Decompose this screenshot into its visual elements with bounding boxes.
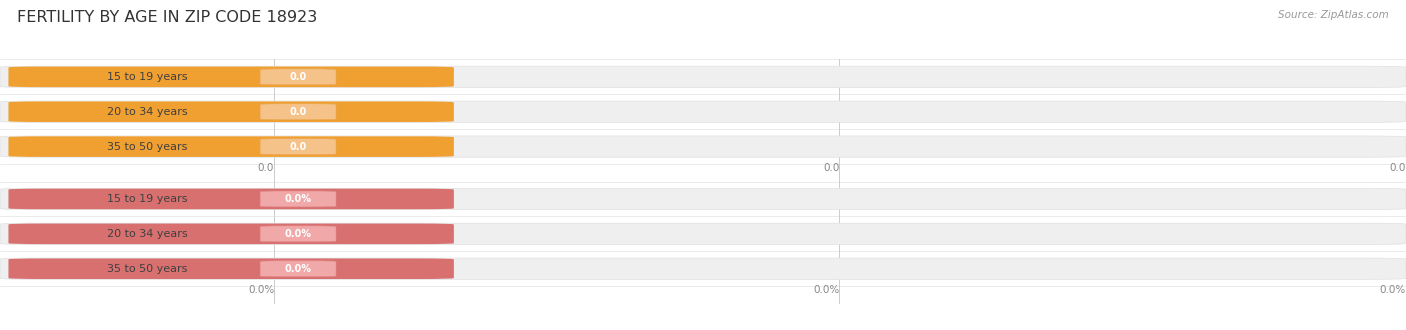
Text: 0.0: 0.0 bbox=[290, 72, 307, 82]
FancyBboxPatch shape bbox=[260, 139, 336, 154]
FancyBboxPatch shape bbox=[0, 66, 1406, 87]
Text: 0.0: 0.0 bbox=[257, 163, 274, 173]
Text: 0.0: 0.0 bbox=[290, 107, 307, 117]
Text: 0.0%: 0.0% bbox=[813, 285, 839, 295]
Text: FERTILITY BY AGE IN ZIP CODE 18923: FERTILITY BY AGE IN ZIP CODE 18923 bbox=[17, 10, 318, 25]
FancyBboxPatch shape bbox=[260, 104, 336, 120]
FancyBboxPatch shape bbox=[8, 223, 454, 244]
Text: 0.0%: 0.0% bbox=[284, 264, 312, 274]
Text: 0.0%: 0.0% bbox=[247, 285, 274, 295]
FancyBboxPatch shape bbox=[0, 101, 1406, 122]
Text: 20 to 34 years: 20 to 34 years bbox=[107, 229, 188, 239]
FancyBboxPatch shape bbox=[0, 258, 1406, 280]
Text: 0.0: 0.0 bbox=[823, 163, 839, 173]
Text: 0.0: 0.0 bbox=[290, 142, 307, 151]
Text: 15 to 19 years: 15 to 19 years bbox=[107, 194, 188, 204]
Text: 15 to 19 years: 15 to 19 years bbox=[107, 72, 188, 82]
FancyBboxPatch shape bbox=[8, 67, 454, 87]
FancyBboxPatch shape bbox=[8, 258, 454, 279]
FancyBboxPatch shape bbox=[260, 261, 336, 277]
FancyBboxPatch shape bbox=[260, 191, 336, 207]
FancyBboxPatch shape bbox=[0, 136, 1406, 157]
Text: 0.0%: 0.0% bbox=[1379, 285, 1406, 295]
Text: 35 to 50 years: 35 to 50 years bbox=[107, 264, 188, 274]
FancyBboxPatch shape bbox=[8, 189, 454, 209]
FancyBboxPatch shape bbox=[8, 136, 454, 157]
FancyBboxPatch shape bbox=[8, 101, 454, 122]
Text: 0.0%: 0.0% bbox=[284, 194, 312, 204]
Text: 20 to 34 years: 20 to 34 years bbox=[107, 107, 188, 117]
Text: 0.0%: 0.0% bbox=[284, 229, 312, 239]
FancyBboxPatch shape bbox=[260, 69, 336, 85]
Text: 35 to 50 years: 35 to 50 years bbox=[107, 142, 188, 151]
FancyBboxPatch shape bbox=[0, 188, 1406, 210]
Text: 0.0: 0.0 bbox=[1389, 163, 1406, 173]
Text: Source: ZipAtlas.com: Source: ZipAtlas.com bbox=[1278, 10, 1389, 20]
FancyBboxPatch shape bbox=[0, 223, 1406, 245]
FancyBboxPatch shape bbox=[260, 226, 336, 242]
